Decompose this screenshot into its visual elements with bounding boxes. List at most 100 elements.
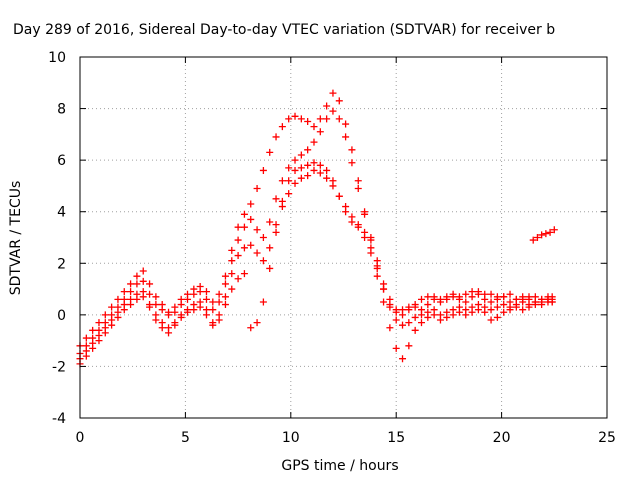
data-point <box>221 293 229 301</box>
data-point <box>190 306 198 314</box>
data-point <box>253 249 261 257</box>
data-point <box>342 120 350 128</box>
data-point <box>348 146 356 154</box>
data-point <box>342 208 350 216</box>
data-point <box>209 321 217 329</box>
data-point <box>304 161 312 169</box>
data-point <box>133 280 141 288</box>
data-point <box>297 115 305 123</box>
y-tick-label: 2 <box>57 256 66 272</box>
data-point <box>209 298 217 306</box>
data-point <box>386 324 394 332</box>
data-point <box>247 215 255 223</box>
x-axis-label: GPS time / hours <box>281 458 398 474</box>
data-point <box>247 324 255 332</box>
data-point <box>316 115 324 123</box>
data-point <box>89 326 97 334</box>
series-3 <box>76 166 556 363</box>
data-point <box>367 234 375 241</box>
data-point <box>221 301 229 309</box>
data-point <box>266 244 274 252</box>
data-point <box>546 228 554 236</box>
chart-title: Day 289 of 2016, Sidereal Day-to-day VTE… <box>13 22 555 38</box>
data-point <box>373 257 381 265</box>
data-point <box>247 200 255 208</box>
data-point <box>184 308 192 316</box>
y-tick-label: 4 <box>57 205 66 221</box>
data-point <box>323 102 331 110</box>
data-point <box>259 257 267 265</box>
data-point <box>228 246 236 254</box>
data-point <box>234 223 242 231</box>
data-point <box>202 288 210 296</box>
data-point <box>291 112 299 120</box>
data-point <box>297 174 305 182</box>
data-point <box>380 298 388 306</box>
data-point <box>82 352 90 360</box>
data-point <box>127 301 135 309</box>
data-point <box>417 311 425 319</box>
data-point <box>449 311 457 319</box>
data-point <box>272 221 280 229</box>
data-point <box>506 306 514 314</box>
data-point <box>259 234 267 241</box>
data-point <box>542 230 550 238</box>
data-point <box>120 306 128 314</box>
data-point <box>462 290 470 298</box>
data-point <box>354 177 362 185</box>
data-point <box>548 295 556 303</box>
data-point <box>316 169 324 177</box>
data-point <box>506 290 514 298</box>
data-point <box>373 272 381 280</box>
data-point <box>146 303 154 311</box>
data-point <box>196 303 204 311</box>
data-point <box>234 275 242 283</box>
data-point <box>316 128 324 136</box>
data-point <box>247 241 255 249</box>
x-tick-label: 20 <box>493 430 511 446</box>
data-point <box>291 166 299 174</box>
data-point <box>266 148 274 156</box>
data-point <box>550 226 558 234</box>
data-point <box>329 177 337 185</box>
data-point <box>544 298 552 306</box>
data-point <box>424 301 432 309</box>
data-point <box>152 316 160 324</box>
data-point <box>512 303 520 311</box>
data-point <box>272 133 280 141</box>
data-point <box>380 285 388 293</box>
data-point <box>228 257 236 265</box>
data-point <box>253 185 261 193</box>
data-point <box>449 293 457 301</box>
data-point <box>529 236 537 244</box>
data-point <box>177 301 185 309</box>
data-point <box>323 174 331 182</box>
data-point <box>234 236 242 244</box>
data-point <box>335 192 343 200</box>
data-point <box>392 316 400 324</box>
data-point <box>430 311 438 319</box>
data-point <box>184 295 192 303</box>
data-point <box>399 321 407 329</box>
data-point <box>215 290 223 298</box>
data-point <box>493 313 501 321</box>
data-point <box>158 324 166 332</box>
series-2 <box>76 107 556 358</box>
data-point <box>158 306 166 314</box>
data-point <box>304 146 312 154</box>
data-point <box>285 164 293 172</box>
y-tick-label: 10 <box>48 50 66 66</box>
x-tick-label: 5 <box>181 430 190 446</box>
data-point <box>348 159 356 167</box>
data-point <box>146 290 154 298</box>
data-point <box>165 311 173 319</box>
data-point <box>462 311 470 319</box>
data-point <box>215 316 223 324</box>
data-point <box>89 344 97 352</box>
data-point <box>101 329 109 337</box>
y-tick-label: -2 <box>52 359 66 375</box>
data-point <box>493 303 501 311</box>
data-point <box>436 298 444 306</box>
data-point <box>430 295 438 303</box>
data-point <box>519 306 527 314</box>
